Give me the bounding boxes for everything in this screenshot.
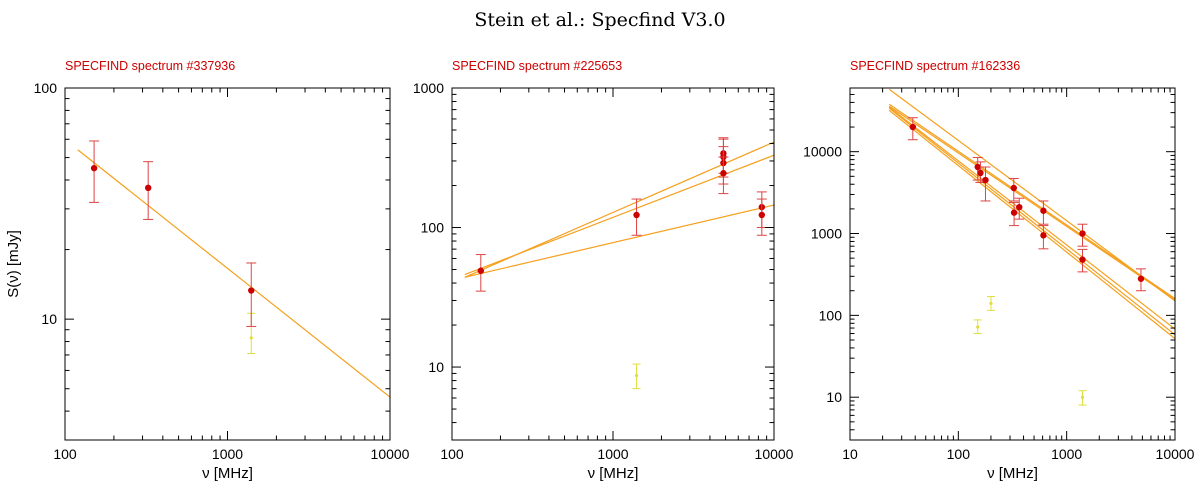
plot-frame: [64, 87, 391, 441]
data-point-errorbar: [1008, 178, 1019, 202]
data-point: [977, 169, 984, 177]
excluded-point-errorbar: [632, 363, 641, 390]
y-tick-label: 10: [41, 311, 57, 327]
excluded-point-errorbar: [986, 296, 995, 311]
x-tick-label: 10: [842, 446, 858, 462]
data-point: [909, 123, 917, 131]
data-point-errorbar: [907, 117, 918, 141]
data-point: [758, 211, 766, 219]
fit-line: [888, 105, 1175, 301]
x-tick-label: 100: [947, 446, 971, 462]
data-point: [720, 170, 727, 177]
data-point-errorbar: [1135, 268, 1146, 292]
excluded-point-errorbar: [1078, 390, 1087, 406]
data-point: [144, 184, 152, 192]
x-tick-label: 100: [440, 446, 464, 462]
y-tick-label: 10: [826, 389, 842, 405]
data-point: [633, 211, 640, 219]
y-axis-label: S(ν) [mJy]: [5, 230, 22, 298]
panel-2: SPECFIND spectrum #225653 100 1000 10000 10 1…: [413, 59, 794, 482]
plot-area: [77, 140, 390, 398]
data-point-errorbar: [1038, 225, 1049, 250]
data-point: [1010, 184, 1017, 192]
x-axis-label: ν [MHz]: [202, 465, 253, 482]
excluded-point-errorbar: [973, 319, 982, 335]
figure-title: Stein et al.: Specfind V3.0: [474, 9, 725, 31]
data-point-errorbar: [475, 254, 486, 292]
excluded-data-point: [634, 373, 639, 378]
fit-line: [77, 149, 390, 398]
fit-line: [888, 107, 1175, 336]
x-tick-label: 10000: [755, 446, 794, 462]
data-point: [1079, 230, 1086, 237]
y-tick-label: 100: [34, 80, 58, 96]
y-tick-label: 10000: [803, 144, 842, 160]
y-tick-label: 1000: [413, 80, 444, 96]
data-point-errorbar: [718, 156, 729, 195]
fit-line: [888, 106, 1175, 330]
data-point: [1040, 207, 1047, 214]
plot-area: [464, 137, 774, 390]
data-point: [477, 267, 485, 274]
data-point-errorbar: [1077, 248, 1088, 273]
data-point: [1040, 232, 1047, 239]
data-point-errorbar: [972, 156, 983, 181]
panel-title: SPECFIND spectrum #225653: [452, 59, 622, 73]
data-point-errorbar: [246, 262, 257, 327]
data-point-errorbar: [1077, 223, 1088, 247]
x-axis-label: ν [MHz]: [588, 465, 639, 482]
plot-frame: [451, 87, 775, 441]
data-point-errorbar: [1009, 201, 1020, 227]
data-point: [982, 176, 989, 184]
y-tick-label: 100: [421, 220, 445, 236]
data-point-errorbar: [1014, 197, 1025, 220]
excluded-data-point: [1080, 395, 1085, 399]
panel-title: SPECFIND spectrum #337936: [65, 59, 235, 73]
y-tick-label: 100: [819, 307, 843, 323]
y-tick-label: 1000: [811, 226, 842, 242]
y-tick-label: 10: [428, 359, 444, 375]
data-point-errorbar: [980, 166, 991, 202]
data-point: [1137, 275, 1145, 282]
panel-3: SPECFIND spectrum #162336 10 100 1000 10000 1…: [803, 59, 1195, 482]
x-tick-label: 1000: [1051, 446, 1082, 462]
data-point-errorbar: [1038, 200, 1049, 225]
x-tick-label: 10000: [371, 446, 410, 462]
excluded-data-point: [249, 336, 253, 340]
data-point-errorbar: [756, 198, 767, 236]
panel-1: SPECFIND spectrum #337936 100 1000 10000 10 1…: [5, 59, 410, 482]
x-tick-label: 1000: [212, 446, 243, 462]
data-point: [248, 287, 255, 294]
x-tick-label: 10000: [1156, 446, 1195, 462]
data-point-errorbar: [143, 161, 154, 220]
fit-line: [888, 109, 1175, 340]
data-point-errorbar: [89, 140, 100, 203]
plot-area: [888, 88, 1175, 406]
excluded-data-point: [976, 325, 980, 329]
data-point: [1079, 256, 1086, 263]
x-tick-label: 1000: [597, 446, 628, 462]
panel-title: SPECFIND spectrum #162336: [850, 59, 1020, 73]
fit-line: [464, 204, 774, 278]
data-point: [1016, 203, 1023, 211]
data-point: [90, 164, 98, 172]
data-point-errorbar: [631, 198, 642, 236]
data-point: [1010, 209, 1018, 216]
fit-line: [888, 103, 1175, 300]
x-axis-label: ν [MHz]: [987, 465, 1038, 482]
excluded-data-point: [989, 301, 993, 306]
data-point: [974, 163, 981, 171]
plot-frame: [849, 87, 1176, 441]
x-tick-label: 100: [53, 446, 77, 462]
